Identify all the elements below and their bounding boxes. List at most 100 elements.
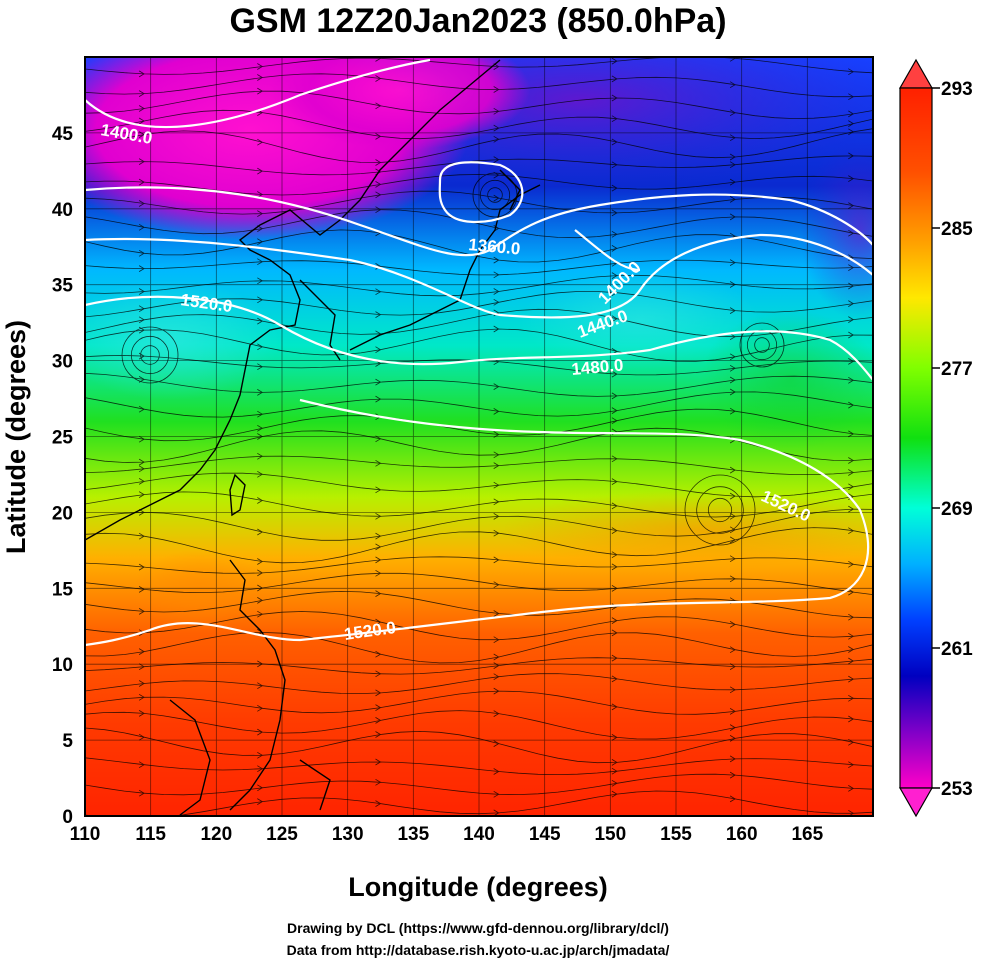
colorbar-tick-label: 285 xyxy=(941,219,973,240)
streamline-arrow xyxy=(138,178,145,186)
streamline-arrow xyxy=(257,389,264,396)
streamline-vortex xyxy=(739,322,785,368)
streamline-arrow xyxy=(729,353,736,361)
streamline-arrow xyxy=(138,70,145,78)
streamline-arrow xyxy=(729,178,736,186)
x-tick-label: 135 xyxy=(397,824,429,845)
colorbar-tick-label: 277 xyxy=(941,359,973,380)
streamline-arrow xyxy=(257,528,264,536)
streamline-arrow xyxy=(138,326,145,334)
streamline-arrow xyxy=(138,435,145,443)
streamline-arrow xyxy=(611,734,618,741)
streamline-arrow xyxy=(257,751,264,759)
streamline-arrow xyxy=(138,158,145,165)
streamline-arrow xyxy=(611,767,618,775)
streamline-arrow xyxy=(729,512,736,520)
streamline-arrow xyxy=(138,405,145,413)
streamline-arrow xyxy=(848,175,855,182)
streamline-arrow xyxy=(493,383,500,390)
streamline-arrow xyxy=(611,654,618,662)
streamline-arrow xyxy=(493,86,500,93)
streamline-arrow xyxy=(611,478,618,485)
streamline-arrow xyxy=(375,717,382,724)
y-tick-label: 20 xyxy=(52,503,73,524)
streamline-arrow xyxy=(257,497,264,504)
streamline-arrow xyxy=(848,715,855,723)
streamline-arrow xyxy=(257,296,264,304)
streamline-arrow xyxy=(493,740,500,747)
y-tick-label: 10 xyxy=(52,655,73,676)
streamline-arrow xyxy=(257,343,264,351)
streamline-arrow xyxy=(257,317,264,325)
streamline-arrow xyxy=(493,288,500,295)
streamline-arrow xyxy=(493,107,500,115)
streamline-arrow xyxy=(493,662,500,669)
streamline-arrow xyxy=(257,258,264,266)
streamline-arrow xyxy=(848,152,855,160)
streamline-arrow xyxy=(375,57,382,62)
streamline-arrow xyxy=(375,650,382,658)
streamline-arrow xyxy=(375,102,382,110)
streamline-arrow xyxy=(138,761,145,769)
x-tick-label: 120 xyxy=(200,824,232,845)
streamline-arrow xyxy=(729,259,736,266)
streamline-arrow xyxy=(611,790,618,798)
streamline-arrow xyxy=(493,156,500,163)
y-tick-label: 30 xyxy=(52,352,73,373)
streamline-arrow xyxy=(138,458,145,466)
colorbar-body xyxy=(899,87,933,789)
streamline-arrow xyxy=(848,560,855,568)
streamline-arrow xyxy=(729,646,736,654)
streamline-arrow xyxy=(729,388,736,396)
x-tick-label: 160 xyxy=(726,824,758,845)
streamline-arrow xyxy=(375,206,382,214)
streamline-arrow xyxy=(611,115,618,123)
streamline-vortex xyxy=(696,486,744,534)
streamline-vortex xyxy=(121,326,179,384)
streamline-arrow xyxy=(493,462,500,469)
streamline-arrow xyxy=(493,581,500,589)
streamline-arrow xyxy=(493,529,500,537)
streamline-arrow xyxy=(375,670,382,678)
figure-title: GSM 12Z20Jan2023 (850.0hPa) xyxy=(229,2,726,40)
streamline-arrow xyxy=(138,478,145,485)
streamline-arrow xyxy=(375,159,382,166)
streamline-arrow xyxy=(138,117,145,125)
streamline-arrow xyxy=(375,704,382,711)
streamline-arrow xyxy=(611,392,618,400)
streamline-arrow xyxy=(493,298,500,306)
streamline-arrow xyxy=(848,505,855,513)
streamline-arrow xyxy=(138,710,145,717)
streamline-arrow xyxy=(729,109,736,117)
colorbar-bottom-arrow xyxy=(898,787,934,818)
streamline-arrow xyxy=(138,789,145,797)
y-tick-label: 45 xyxy=(52,124,74,145)
streamline-arrow xyxy=(493,556,500,564)
x-tick-label: 165 xyxy=(791,824,823,845)
x-axis-label: Longitude (degrees) xyxy=(348,872,608,902)
streamline-arrow xyxy=(611,527,618,534)
colorbar-tick-label: 293 xyxy=(941,79,973,100)
streamline-arrow xyxy=(848,316,855,323)
x-tick-label: 145 xyxy=(529,824,561,845)
streamline-arrow xyxy=(493,325,500,333)
x-tick-label: 130 xyxy=(332,824,364,845)
streamline-arrow xyxy=(375,181,382,188)
streamline-arrow xyxy=(257,765,264,773)
streamline-arrow xyxy=(729,196,736,203)
streamline-arrow xyxy=(848,527,855,535)
streamline-arrow xyxy=(493,256,500,264)
streamline-arrow xyxy=(138,648,145,655)
streamline-arrow xyxy=(611,184,618,192)
streamline-arrow xyxy=(493,687,500,695)
streamline-arrow xyxy=(848,68,855,76)
colorbar-tick-label: 253 xyxy=(941,779,973,800)
streamline-arrow xyxy=(375,346,382,354)
streamline-arrow xyxy=(729,771,736,779)
streamline-vortex xyxy=(140,345,160,365)
streamline-vortex xyxy=(754,337,770,353)
streamline-arrow xyxy=(611,675,618,683)
y-tick-label: 40 xyxy=(52,200,73,221)
streamline-arrow xyxy=(138,693,145,701)
streamline-arrow xyxy=(375,512,382,520)
